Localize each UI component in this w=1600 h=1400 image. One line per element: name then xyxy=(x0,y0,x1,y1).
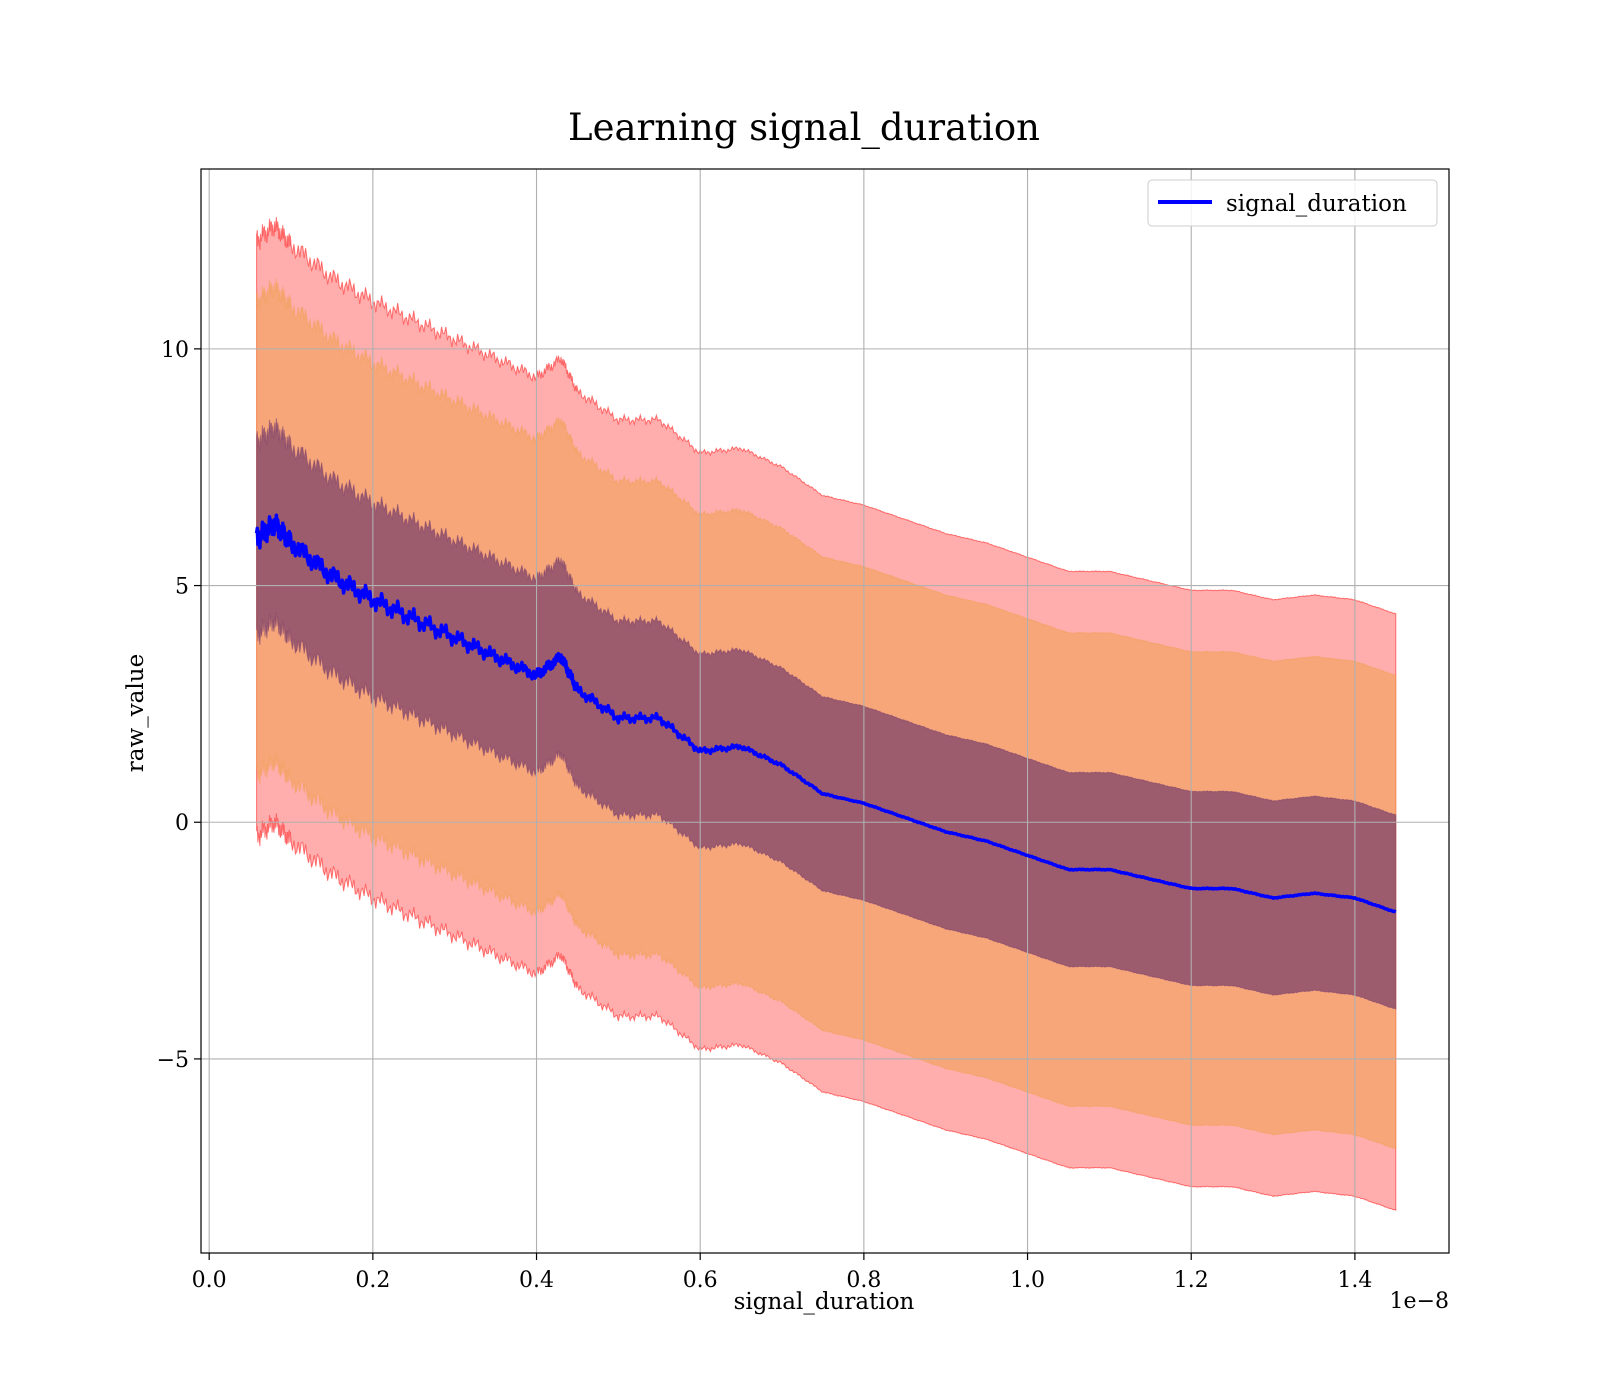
x-tick-label: 0.2 xyxy=(355,1268,390,1293)
x-axis-ticks: 0.0 0.2 0.4 0.6 0.8 1.0 1.2 1.4 xyxy=(192,1253,1372,1293)
x-tick-label: 1.0 xyxy=(1010,1268,1045,1293)
x-tick-label: 0.6 xyxy=(683,1268,718,1293)
y-tick-label: 5 xyxy=(175,575,189,600)
plot-area xyxy=(200,168,1450,1254)
x-axis-offset-label: 1e−8 xyxy=(1390,1289,1449,1314)
band-inner xyxy=(256,418,1397,1010)
mean-line-signal-duration xyxy=(254,513,1397,914)
x-tick-label: 1.4 xyxy=(1337,1268,1372,1293)
axes-frame xyxy=(200,168,1450,1254)
x-tick-label: 1.2 xyxy=(1174,1268,1209,1293)
confidence-bands xyxy=(256,216,1397,1211)
y-axis-label: raw_value xyxy=(123,654,149,772)
y-tick-label: 10 xyxy=(161,338,189,363)
chart-title: Learning signal_duration xyxy=(568,106,1040,150)
legend: signal_duration xyxy=(1147,179,1438,227)
x-axis-label: signal_duration xyxy=(734,1289,915,1315)
y-axis-ticks: −5 0 5 10 xyxy=(157,338,201,1073)
y-tick-label: −5 xyxy=(157,1048,189,1073)
legend-label-signal-duration: signal_duration xyxy=(1226,191,1407,217)
x-tick-label: 0.8 xyxy=(846,1268,881,1293)
x-tick-label: 0.4 xyxy=(519,1268,554,1293)
grid-lines xyxy=(201,169,1449,1253)
x-tick-label: 0.0 xyxy=(192,1268,227,1293)
legend-box xyxy=(1147,179,1438,227)
y-tick-label: 0 xyxy=(175,811,189,836)
